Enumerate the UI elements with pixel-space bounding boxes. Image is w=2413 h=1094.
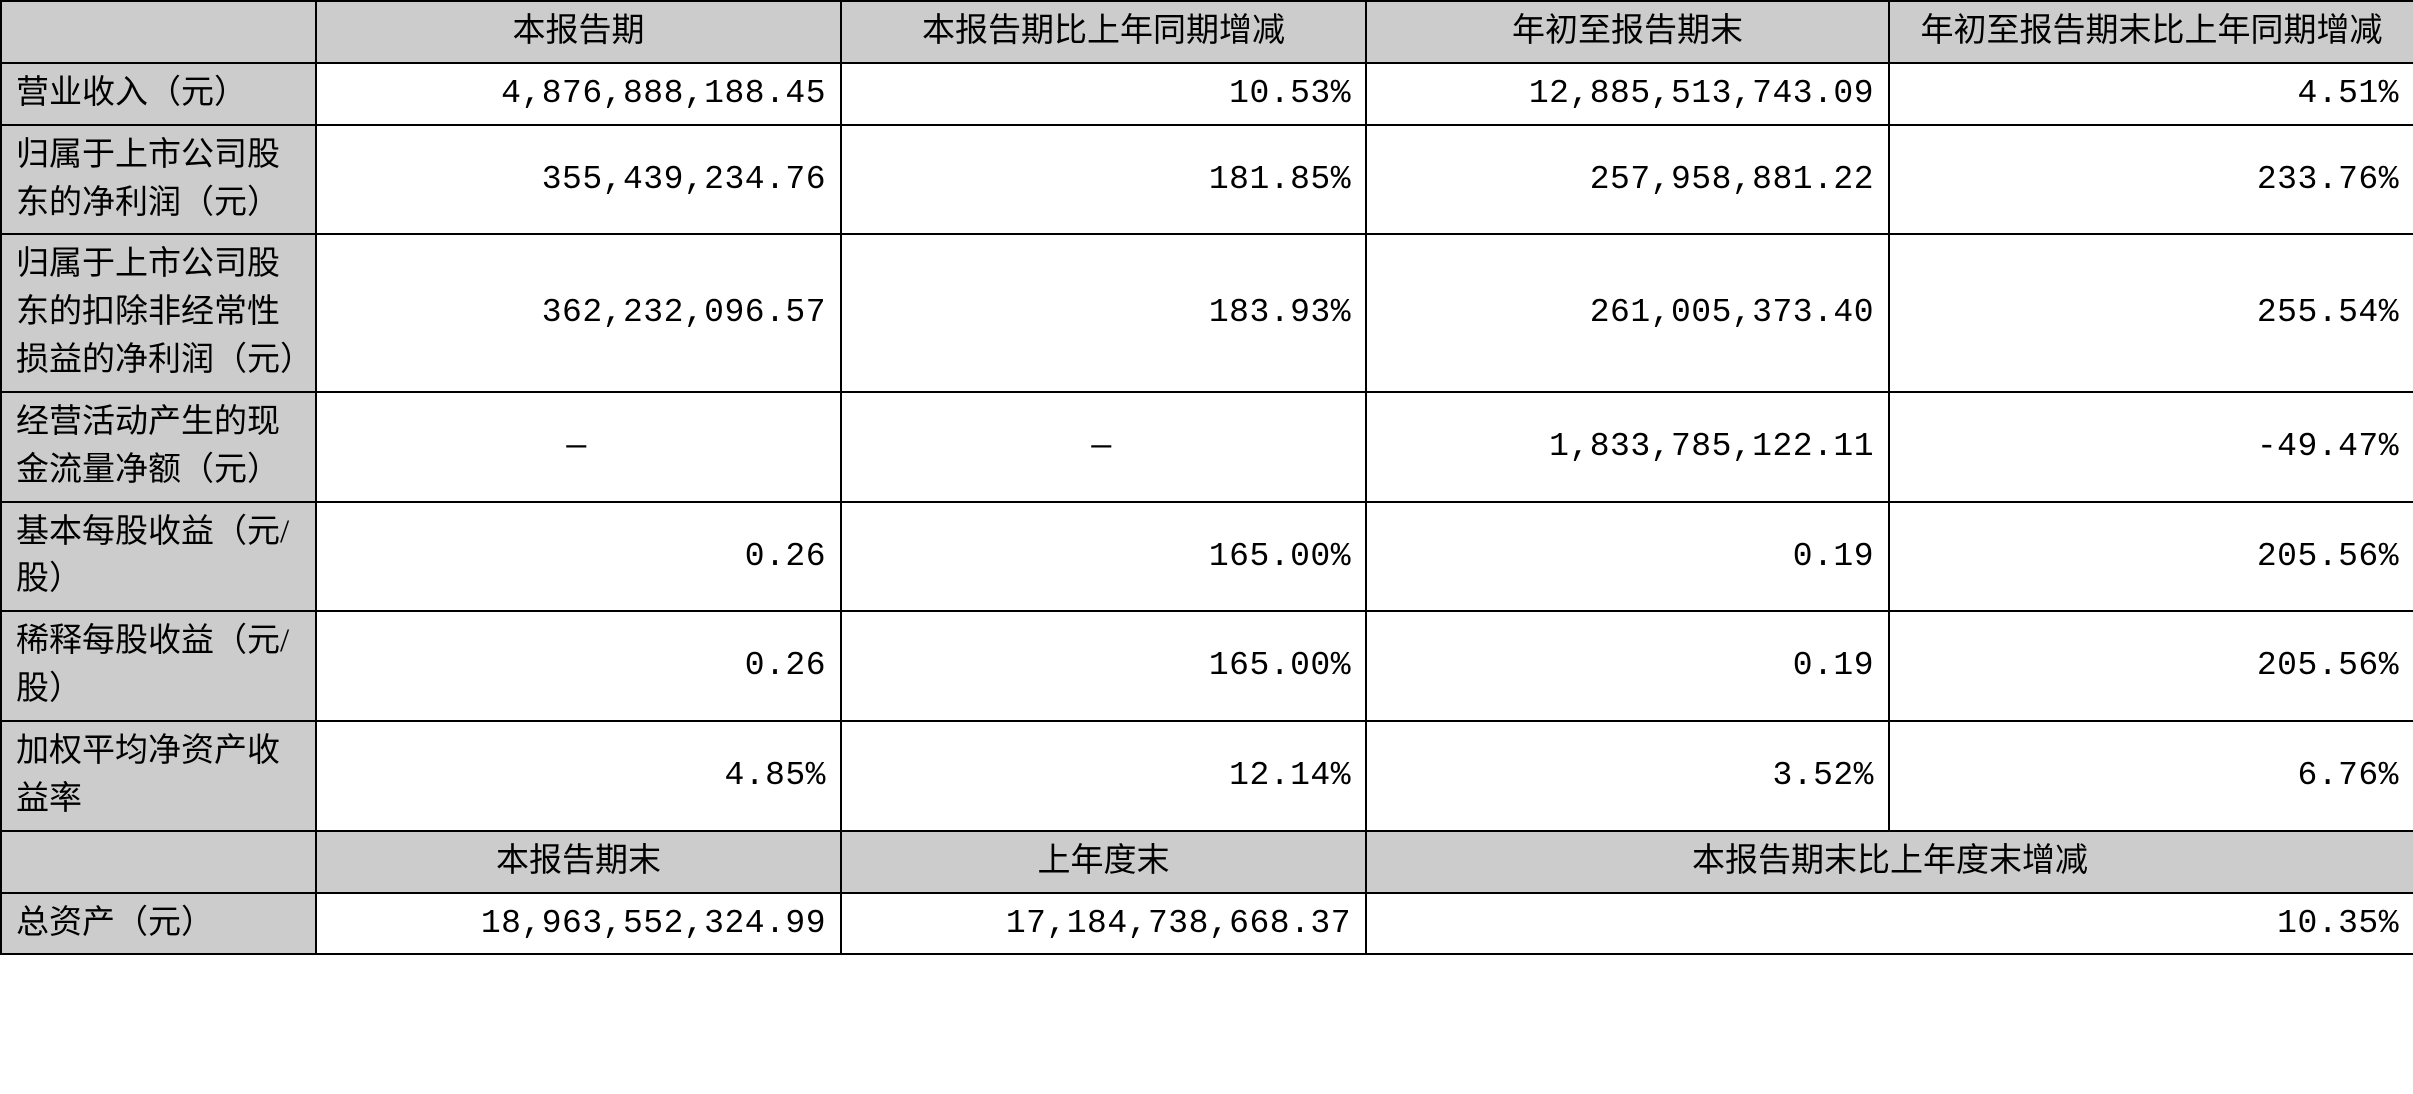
cell-value: 205.56%: [1889, 611, 2413, 721]
header-blank-2: [1, 831, 316, 893]
cell-value: 18,963,552,324.99: [316, 893, 841, 955]
cell-value: 10.53%: [841, 63, 1366, 125]
cell-value: 165.00%: [841, 502, 1366, 612]
header-prev-year-end: 上年度末: [841, 831, 1366, 893]
cell-value: 257,958,881.22: [1366, 125, 1889, 235]
header-end-yoy: 本报告期末比上年度末增减: [1366, 831, 2413, 893]
table-row: 稀释每股收益（元/股） 0.26 165.00% 0.19 205.56%: [1, 611, 2413, 721]
financial-table: 本报告期 本报告期比上年同期增减 年初至报告期末 年初至报告期末比上年同期增减 …: [0, 0, 2413, 955]
table-row: 经营活动产生的现金流量净额（元） — — 1,833,785,122.11 -4…: [1, 392, 2413, 502]
row-label: 稀释每股收益（元/股）: [1, 611, 316, 721]
cell-value: -49.47%: [1889, 392, 2413, 502]
cell-value: 6.76%: [1889, 721, 2413, 831]
cell-value: 1,833,785,122.11: [1366, 392, 1889, 502]
cell-value: —: [316, 392, 841, 502]
row-label: 归属于上市公司股东的扣除非经常性损益的净利润（元）: [1, 234, 316, 392]
cell-value: 10.35%: [1366, 893, 2413, 955]
table-row: 归属于上市公司股东的扣除非经常性损益的净利润（元） 362,232,096.57…: [1, 234, 2413, 392]
cell-value: 183.93%: [841, 234, 1366, 392]
header-current-period: 本报告期: [316, 1, 841, 63]
row-label: 经营活动产生的现金流量净额（元）: [1, 392, 316, 502]
table-row: 加权平均净资产收益率 4.85% 12.14% 3.52% 6.76%: [1, 721, 2413, 831]
cell-value: 261,005,373.40: [1366, 234, 1889, 392]
header-blank: [1, 1, 316, 63]
cell-value: 355,439,234.76: [316, 125, 841, 235]
row-label: 基本每股收益（元/股）: [1, 502, 316, 612]
table-row: 营业收入（元） 4,876,888,188.45 10.53% 12,885,5…: [1, 63, 2413, 125]
header-ytd-yoy: 年初至报告期末比上年同期增减: [1889, 1, 2413, 63]
table-row: 归属于上市公司股东的净利润（元） 355,439,234.76 181.85% …: [1, 125, 2413, 235]
cell-value: 4,876,888,188.45: [316, 63, 841, 125]
header-period-end: 本报告期末: [316, 831, 841, 893]
table-header-row-1: 本报告期 本报告期比上年同期增减 年初至报告期末 年初至报告期末比上年同期增减: [1, 1, 2413, 63]
cell-value: 12,885,513,743.09: [1366, 63, 1889, 125]
row-label: 归属于上市公司股东的净利润（元）: [1, 125, 316, 235]
cell-value: 0.26: [316, 502, 841, 612]
cell-value: 165.00%: [841, 611, 1366, 721]
cell-value: 0.26: [316, 611, 841, 721]
cell-value: 3.52%: [1366, 721, 1889, 831]
table-header-row-2: 本报告期末 上年度末 本报告期末比上年度末增减: [1, 831, 2413, 893]
cell-value: 362,232,096.57: [316, 234, 841, 392]
cell-value: 0.19: [1366, 611, 1889, 721]
table-row: 基本每股收益（元/股） 0.26 165.00% 0.19 205.56%: [1, 502, 2413, 612]
cell-value: 4.51%: [1889, 63, 2413, 125]
cell-value: 12.14%: [841, 721, 1366, 831]
row-label: 加权平均净资产收益率: [1, 721, 316, 831]
cell-value: —: [841, 392, 1366, 502]
table-row: 总资产（元） 18,963,552,324.99 17,184,738,668.…: [1, 893, 2413, 955]
cell-value: 0.19: [1366, 502, 1889, 612]
cell-value: 4.85%: [316, 721, 841, 831]
row-label: 总资产（元）: [1, 893, 316, 955]
row-label: 营业收入（元）: [1, 63, 316, 125]
header-period-yoy: 本报告期比上年同期增减: [841, 1, 1366, 63]
cell-value: 17,184,738,668.37: [841, 893, 1366, 955]
cell-value: 205.56%: [1889, 502, 2413, 612]
cell-value: 233.76%: [1889, 125, 2413, 235]
cell-value: 255.54%: [1889, 234, 2413, 392]
cell-value: 181.85%: [841, 125, 1366, 235]
header-ytd: 年初至报告期末: [1366, 1, 1889, 63]
